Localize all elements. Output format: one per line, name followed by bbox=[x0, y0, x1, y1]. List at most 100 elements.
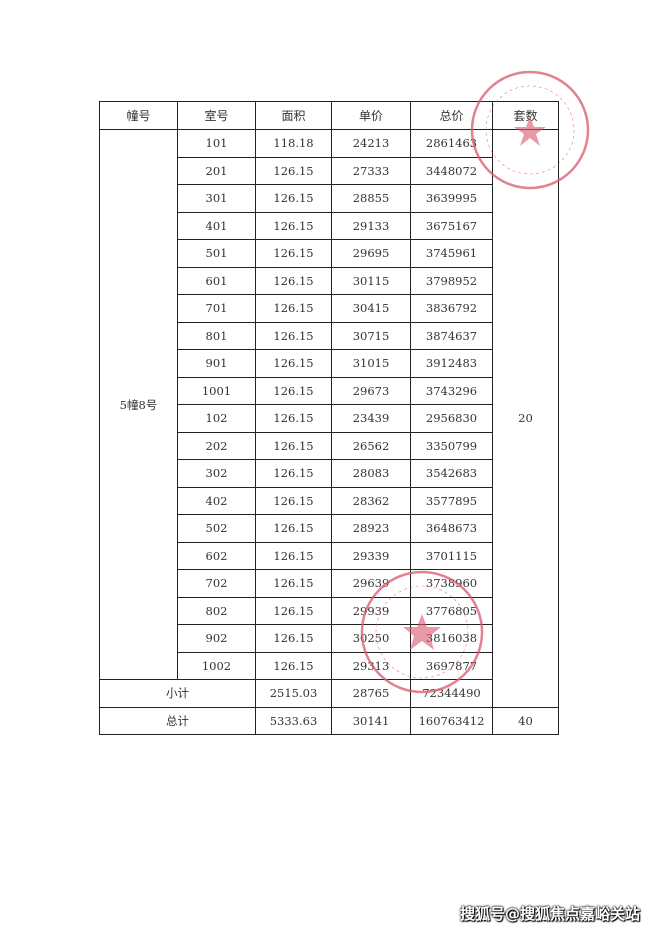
table-row: 202 126.15 26562 3350799 bbox=[100, 431, 559, 460]
area-cell: 126.15 bbox=[255, 404, 332, 433]
unit-price-cell: 30115 bbox=[331, 266, 411, 295]
area-cell: 126.15 bbox=[255, 294, 332, 323]
subtotal-label: 小计 bbox=[99, 679, 256, 708]
unit-price-cell: 31015 bbox=[331, 349, 411, 378]
total-price-cell: 3798952 bbox=[410, 266, 493, 295]
area-cell: 126.15 bbox=[255, 514, 332, 543]
room-cell: 1002 bbox=[177, 651, 256, 680]
room-cell: 802 bbox=[177, 596, 256, 625]
header-area: 面积 bbox=[255, 101, 332, 130]
room-cell: 602 bbox=[177, 541, 256, 570]
count-cell: 20 bbox=[492, 129, 559, 708]
total-price-cell: 3675167 bbox=[410, 211, 493, 240]
area-cell: 126.15 bbox=[255, 459, 332, 488]
total-count: 40 bbox=[492, 706, 559, 735]
header-row: 幢号 室号 面积 单价 总价 套数 bbox=[99, 101, 559, 130]
unit-price-cell: 27333 bbox=[331, 156, 411, 185]
total-price-cell: 3701115 bbox=[410, 541, 493, 570]
unit-price-cell: 30715 bbox=[331, 321, 411, 350]
unit-price-cell: 29695 bbox=[331, 239, 411, 268]
total-price-cell: 3816038 bbox=[410, 624, 493, 653]
building-cell: 5幢8号 bbox=[99, 129, 178, 680]
total-row: 总计 5333.63 30141 160763412 40 bbox=[99, 706, 559, 735]
total-price-cell: 3738960 bbox=[410, 569, 493, 598]
total-area: 5333.63 bbox=[255, 706, 332, 735]
subtotal-unit-price: 28765 bbox=[331, 679, 411, 708]
total-label: 总计 bbox=[99, 706, 256, 735]
room-cell: 701 bbox=[177, 294, 256, 323]
area-cell: 126.15 bbox=[255, 596, 332, 625]
unit-price-cell: 28923 bbox=[331, 514, 411, 543]
total-price-cell: 2956830 bbox=[410, 404, 493, 433]
area-cell: 126.15 bbox=[255, 266, 332, 295]
table-row: 401 126.15 29133 3675167 bbox=[100, 211, 559, 240]
total-price-cell: 3350799 bbox=[410, 431, 493, 460]
area-cell: 126.15 bbox=[255, 541, 332, 570]
subtotal-area: 2515.03 bbox=[255, 679, 332, 708]
unit-price-cell: 28855 bbox=[331, 184, 411, 213]
total-price-cell: 3776805 bbox=[410, 596, 493, 625]
table-row: 502 126.15 28923 3648673 bbox=[100, 514, 559, 543]
unit-price-cell: 30415 bbox=[331, 294, 411, 323]
subtotal-total-price: 72344490 bbox=[410, 679, 493, 708]
subtotal-row: 小计 2515.03 28765 72344490 bbox=[99, 679, 559, 708]
area-cell: 126.15 bbox=[255, 239, 332, 268]
room-cell: 702 bbox=[177, 569, 256, 598]
total-price-cell: 3542683 bbox=[410, 459, 493, 488]
header-total-price: 总价 bbox=[410, 101, 493, 130]
total-price-cell: 3836792 bbox=[410, 294, 493, 323]
header-room: 室号 bbox=[177, 101, 256, 130]
unit-price-cell: 29339 bbox=[331, 541, 411, 570]
watermark: 搜狐号@搜狐焦点嘉峪关站 bbox=[460, 905, 641, 923]
unit-price-cell: 29939 bbox=[331, 596, 411, 625]
area-cell: 126.15 bbox=[255, 486, 332, 515]
room-cell: 301 bbox=[177, 184, 256, 213]
area-cell: 126.15 bbox=[255, 211, 332, 240]
unit-price-cell: 29133 bbox=[331, 211, 411, 240]
room-cell: 101 bbox=[177, 129, 256, 158]
room-cell: 902 bbox=[177, 624, 256, 653]
table-row: 501 126.15 29695 3745961 bbox=[100, 239, 559, 268]
room-cell: 402 bbox=[177, 486, 256, 515]
area-cell: 126.15 bbox=[255, 349, 332, 378]
table-row: 302 126.15 28083 3542683 bbox=[100, 459, 559, 488]
area-cell: 126.15 bbox=[255, 569, 332, 598]
total-total-price: 160763412 bbox=[410, 706, 493, 735]
room-cell: 202 bbox=[177, 431, 256, 460]
unit-price-cell: 26562 bbox=[331, 431, 411, 460]
price-table: 幢号 室号 面积 单价 总价 套数 5幢8号 101 118.18 24213 2861… bbox=[99, 101, 559, 735]
area-cell: 126.15 bbox=[255, 156, 332, 185]
room-cell: 901 bbox=[177, 349, 256, 378]
total-price-cell: 2861463 bbox=[410, 129, 493, 158]
table-row: 901 126.15 31015 3912483 bbox=[100, 349, 559, 378]
unit-price-cell: 28362 bbox=[331, 486, 411, 515]
unit-price-cell: 29639 bbox=[331, 569, 411, 598]
room-cell: 502 bbox=[177, 514, 256, 543]
total-price-cell: 3577895 bbox=[410, 486, 493, 515]
room-cell: 401 bbox=[177, 211, 256, 240]
area-cell: 126.15 bbox=[255, 624, 332, 653]
total-price-cell: 3912483 bbox=[410, 349, 493, 378]
room-cell: 501 bbox=[177, 239, 256, 268]
total-unit-price: 30141 bbox=[331, 706, 411, 735]
total-price-cell: 3448072 bbox=[410, 156, 493, 185]
area-cell: 126.15 bbox=[255, 651, 332, 680]
total-price-cell: 3639995 bbox=[410, 184, 493, 213]
table-row: 801 126.15 30715 3874637 bbox=[100, 321, 559, 350]
unit-price-cell: 29673 bbox=[331, 376, 411, 405]
room-cell: 201 bbox=[177, 156, 256, 185]
table-row: 701 126.15 30415 3836792 bbox=[100, 294, 559, 323]
room-cell: 302 bbox=[177, 459, 256, 488]
total-price-cell: 3874637 bbox=[410, 321, 493, 350]
area-cell: 126.15 bbox=[255, 376, 332, 405]
table-row: 301 126.15 28855 3639995 bbox=[100, 184, 559, 213]
header-count: 套数 bbox=[492, 101, 559, 130]
total-price-cell: 3743296 bbox=[410, 376, 493, 405]
total-price-cell: 3697877 bbox=[410, 651, 493, 680]
table-row: 601 126.15 30115 3798952 bbox=[100, 266, 559, 295]
room-cell: 801 bbox=[177, 321, 256, 350]
table-row: 5幢8号 101 118.18 24213 2861463 20 bbox=[99, 129, 559, 708]
table-row: 402 126.15 28362 3577895 bbox=[100, 486, 559, 515]
unit-price-cell: 28083 bbox=[331, 459, 411, 488]
unit-price-cell: 29313 bbox=[331, 651, 411, 680]
